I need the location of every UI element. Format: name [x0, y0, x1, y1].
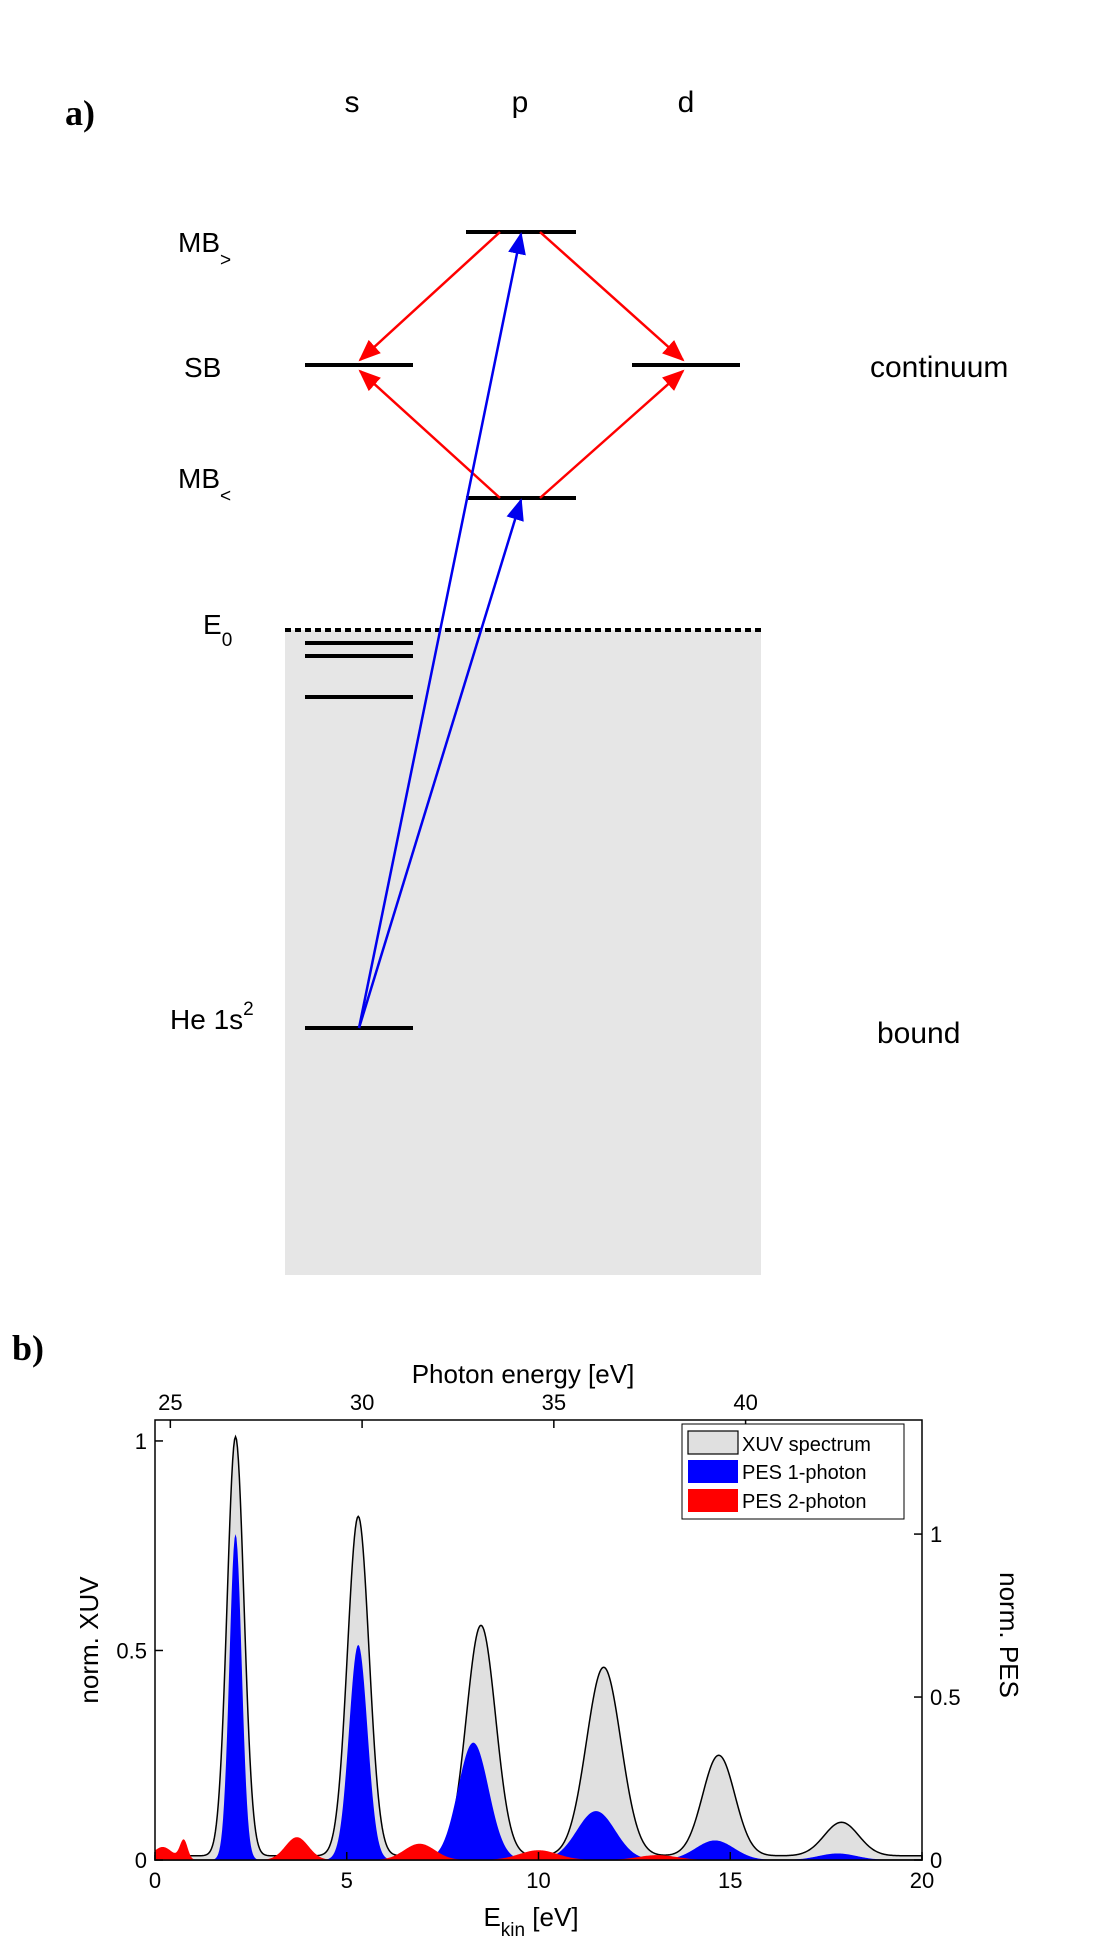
x-tick-label: 0 [149, 1868, 161, 1893]
top-tick-label: 35 [542, 1390, 566, 1415]
x-tick-label: 20 [910, 1868, 934, 1893]
mb-high-label: MB> [178, 227, 231, 271]
legend-label-pes2: PES 2-photon [742, 1491, 867, 1513]
ir-arrow-mblow-to-sb-s [358, 369, 501, 499]
y-left-tick-label: 0.5 [116, 1638, 147, 1663]
y-axis-left-label: norm. XUV [74, 1576, 104, 1704]
ir-arrow-mbhigh-to-sb-d [539, 231, 685, 362]
orbital-s-label: s [345, 86, 360, 119]
bound-label: bound [877, 1017, 960, 1050]
y-left-tick-label: 0 [135, 1848, 147, 1873]
legend-swatch-xuv [687, 1430, 739, 1455]
panel-a: a) s p d MB> SB MB< E0 He 1s2 continuum … [65, 86, 1008, 1275]
e0-label: E0 [203, 609, 232, 651]
continuum-label: continuum [870, 351, 1008, 384]
legend-swatch-pes2 [688, 1489, 738, 1512]
orbital-d-label: d [678, 86, 695, 119]
xuv-arrow-to-mb-low [357, 498, 524, 1029]
legend: XUV spectrum PES 1-photon PES 2-photon [681, 1423, 905, 1520]
top-axis-label: Photon energy [eV] [412, 1359, 635, 1389]
y-right-tick-label: 0.5 [930, 1685, 961, 1710]
x-tick-label: 15 [718, 1868, 742, 1893]
x-tick-label: 10 [526, 1868, 550, 1893]
legend-swatch-pes1 [688, 1460, 738, 1483]
sb-label: SB [184, 352, 221, 383]
bound-region [285, 630, 761, 1275]
orbital-p-label: p [512, 86, 529, 119]
y-right-tick-label: 0 [930, 1848, 942, 1873]
legend-label-pes1: PES 1-photon [742, 1462, 867, 1484]
panel-a-label: a) [65, 93, 95, 133]
y-left-tick-label: 1 [135, 1429, 147, 1454]
ir-arrow-mblow-to-sb-d [539, 369, 685, 499]
y-axis-right-label: norm. PES [994, 1572, 1024, 1698]
top-tick-label: 25 [158, 1390, 182, 1415]
y-right-tick-label: 1 [930, 1522, 942, 1547]
series-area-pes-1-photon [155, 1534, 922, 1860]
legend-label-xuv: XUV spectrum [742, 1434, 871, 1456]
top-tick-label: 30 [350, 1390, 374, 1415]
x-axis-label: Ekin [eV] [483, 1902, 578, 1941]
ground-state-label: He 1s2 [170, 999, 254, 1035]
x-tick-label: 5 [341, 1868, 353, 1893]
panel-b-label: b) [12, 1328, 44, 1368]
xuv-arrow-to-mb-high [357, 232, 526, 1029]
top-tick-label: 40 [733, 1390, 757, 1415]
ir-arrow-mbhigh-to-sb-s [358, 231, 501, 362]
mb-low-label: MB< [178, 463, 231, 507]
